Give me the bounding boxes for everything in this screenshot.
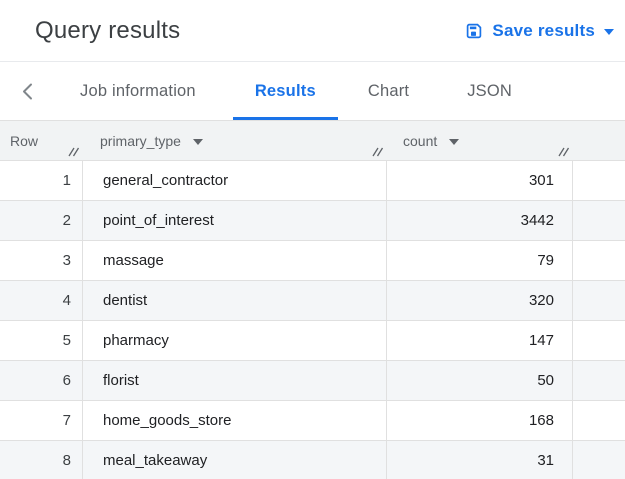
primary-type-cell[interactable]: general_contractor bbox=[83, 161, 387, 200]
primary-type-cell[interactable]: florist bbox=[83, 361, 387, 400]
spacer-cell bbox=[573, 161, 625, 200]
tab-label: JSON bbox=[467, 81, 512, 100]
row-number-cell: 2 bbox=[0, 201, 83, 240]
column-label: Row bbox=[10, 132, 39, 149]
page-title: Query results bbox=[35, 16, 181, 44]
count-cell[interactable]: 50 bbox=[387, 361, 573, 400]
primary-type-cell[interactable]: point_of_interest bbox=[83, 201, 387, 240]
tab-json[interactable]: JSON bbox=[445, 62, 534, 120]
chevron-left-icon bbox=[22, 83, 33, 100]
spacer-cell bbox=[573, 441, 625, 479]
count-cell[interactable]: 79 bbox=[387, 241, 573, 280]
count-cell[interactable]: 3442 bbox=[387, 201, 573, 240]
table-row: 1 general_contractor 301 bbox=[0, 161, 625, 201]
tabs-scroll-left-button[interactable] bbox=[12, 62, 42, 120]
table-row: 6 florist 50 bbox=[0, 361, 625, 401]
column-header-spacer bbox=[573, 121, 625, 160]
resize-handle-icon[interactable] bbox=[557, 146, 570, 157]
row-number-cell: 1 bbox=[0, 161, 83, 200]
count-cell[interactable]: 301 bbox=[387, 161, 573, 200]
column-label: count bbox=[403, 132, 438, 149]
arrow-drop-down-icon bbox=[604, 29, 614, 35]
tab-chart[interactable]: Chart bbox=[346, 62, 431, 120]
title-bar: Query results Save results bbox=[0, 0, 625, 62]
primary-type-cell[interactable]: meal_takeaway bbox=[83, 441, 387, 479]
tab-label: Results bbox=[254, 81, 316, 100]
table-row: 5 pharmacy 147 bbox=[0, 321, 625, 361]
tab-results[interactable]: Results bbox=[232, 62, 338, 120]
primary-type-cell[interactable]: pharmacy bbox=[83, 321, 387, 360]
arrow-drop-down-icon[interactable] bbox=[449, 138, 460, 145]
resize-handle-icon[interactable] bbox=[371, 146, 384, 157]
table-row: 7 home_goods_store 168 bbox=[0, 401, 625, 441]
tab-label: Chart bbox=[367, 81, 410, 100]
save-results-label: Save results bbox=[492, 21, 595, 40]
row-number-cell: 5 bbox=[0, 321, 83, 360]
results-table-body: 1 general_contractor 301 2 point_of_inte… bbox=[0, 161, 625, 479]
table-row: 3 massage 79 bbox=[0, 241, 625, 281]
spacer-cell bbox=[573, 281, 625, 320]
arrow-drop-down-icon[interactable] bbox=[192, 138, 203, 145]
column-header-row: Row bbox=[0, 121, 83, 160]
row-number-cell: 4 bbox=[0, 281, 83, 320]
spacer-cell bbox=[573, 321, 625, 360]
save-icon bbox=[465, 22, 483, 40]
column-header-count[interactable]: count bbox=[387, 121, 573, 160]
count-cell[interactable]: 147 bbox=[387, 321, 573, 360]
spacer-cell bbox=[573, 361, 625, 400]
count-cell[interactable]: 168 bbox=[387, 401, 573, 440]
row-number-cell: 6 bbox=[0, 361, 83, 400]
primary-type-cell[interactable]: massage bbox=[83, 241, 387, 280]
column-header-primary-type[interactable]: primary_type bbox=[83, 121, 387, 160]
column-label: primary_type bbox=[100, 132, 181, 149]
row-number-cell: 8 bbox=[0, 441, 83, 479]
table-row: 8 meal_takeaway 31 bbox=[0, 441, 625, 479]
spacer-cell bbox=[573, 201, 625, 240]
table-row: 2 point_of_interest 3442 bbox=[0, 201, 625, 241]
row-number-cell: 7 bbox=[0, 401, 83, 440]
spacer-cell bbox=[573, 401, 625, 440]
tab-bar: Job information Results Chart JSON bbox=[0, 62, 625, 121]
primary-type-cell[interactable]: home_goods_store bbox=[83, 401, 387, 440]
save-results-button[interactable]: Save results bbox=[465, 0, 614, 62]
count-cell[interactable]: 31 bbox=[387, 441, 573, 479]
tab-job-information[interactable]: Job information bbox=[58, 62, 218, 120]
resize-handle-icon[interactable] bbox=[67, 146, 80, 157]
count-cell[interactable]: 320 bbox=[387, 281, 573, 320]
table-row: 4 dentist 320 bbox=[0, 281, 625, 321]
spacer-cell bbox=[573, 241, 625, 280]
tab-label: Job information bbox=[80, 81, 196, 100]
results-table-header: Row primary_type count bbox=[0, 121, 625, 161]
row-number-cell: 3 bbox=[0, 241, 83, 280]
primary-type-cell[interactable]: dentist bbox=[83, 281, 387, 320]
